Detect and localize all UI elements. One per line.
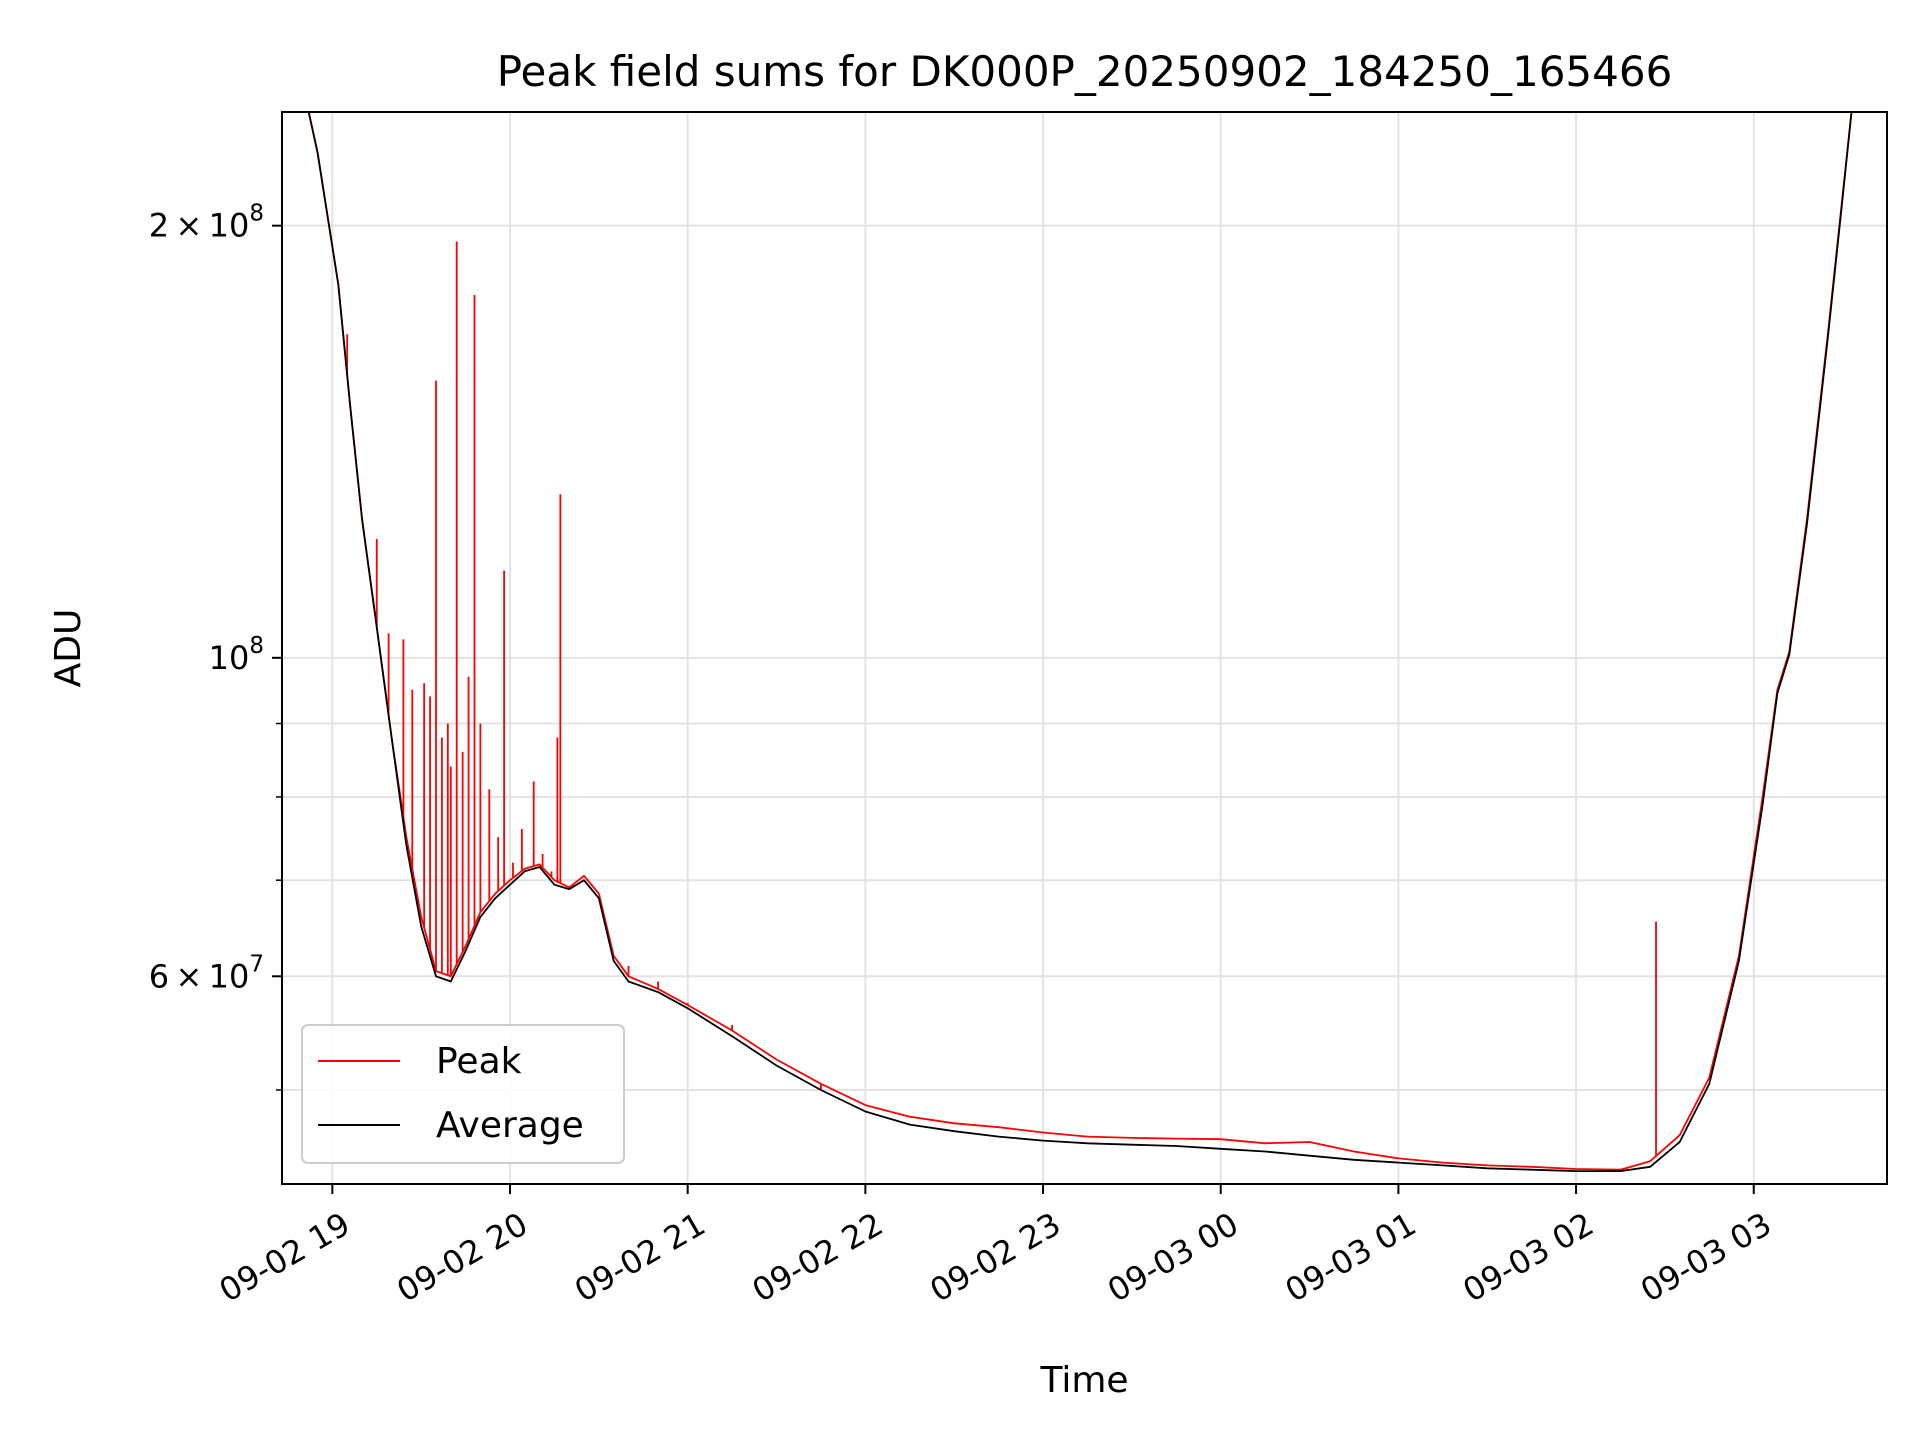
legend-label: Average (436, 1105, 584, 1146)
plot-frame (281, 111, 1888, 1185)
legend-label: Peak (436, 1041, 522, 1082)
y-tick-exponent: 8 (249, 201, 264, 227)
series-layer (282, 112, 1887, 1172)
y-tick-base: 10 (209, 639, 250, 677)
y-tick-mantissa: 2 (149, 207, 169, 245)
y-tick-exponent: 8 (249, 633, 264, 659)
series-line-peak (282, 112, 1887, 1171)
y-tick-label: 6 × 107 (149, 951, 264, 995)
y-tick-base: 10 (209, 207, 250, 245)
y-tick-times: × (169, 207, 209, 245)
series-clip (282, 112, 1887, 1172)
y-tick-times: × (169, 957, 209, 995)
series-line-average (282, 112, 1887, 1172)
grid (282, 112, 1887, 1184)
legend: Peak Average (301, 1024, 625, 1164)
y-tick-mantissa: 6 (149, 957, 169, 995)
y-tick-exponent: 7 (249, 951, 264, 977)
chart-title: Peak field sums for DK000P_20250902_1842… (497, 47, 1673, 96)
y-tick-label: 108 (209, 633, 264, 677)
legend-box (301, 1024, 625, 1164)
x-axis-title: Time (1039, 1360, 1128, 1401)
y-tick-label: 2 × 108 (149, 201, 264, 245)
y-tick-base: 10 (209, 957, 250, 995)
y-axis-title: ADU (48, 609, 89, 688)
